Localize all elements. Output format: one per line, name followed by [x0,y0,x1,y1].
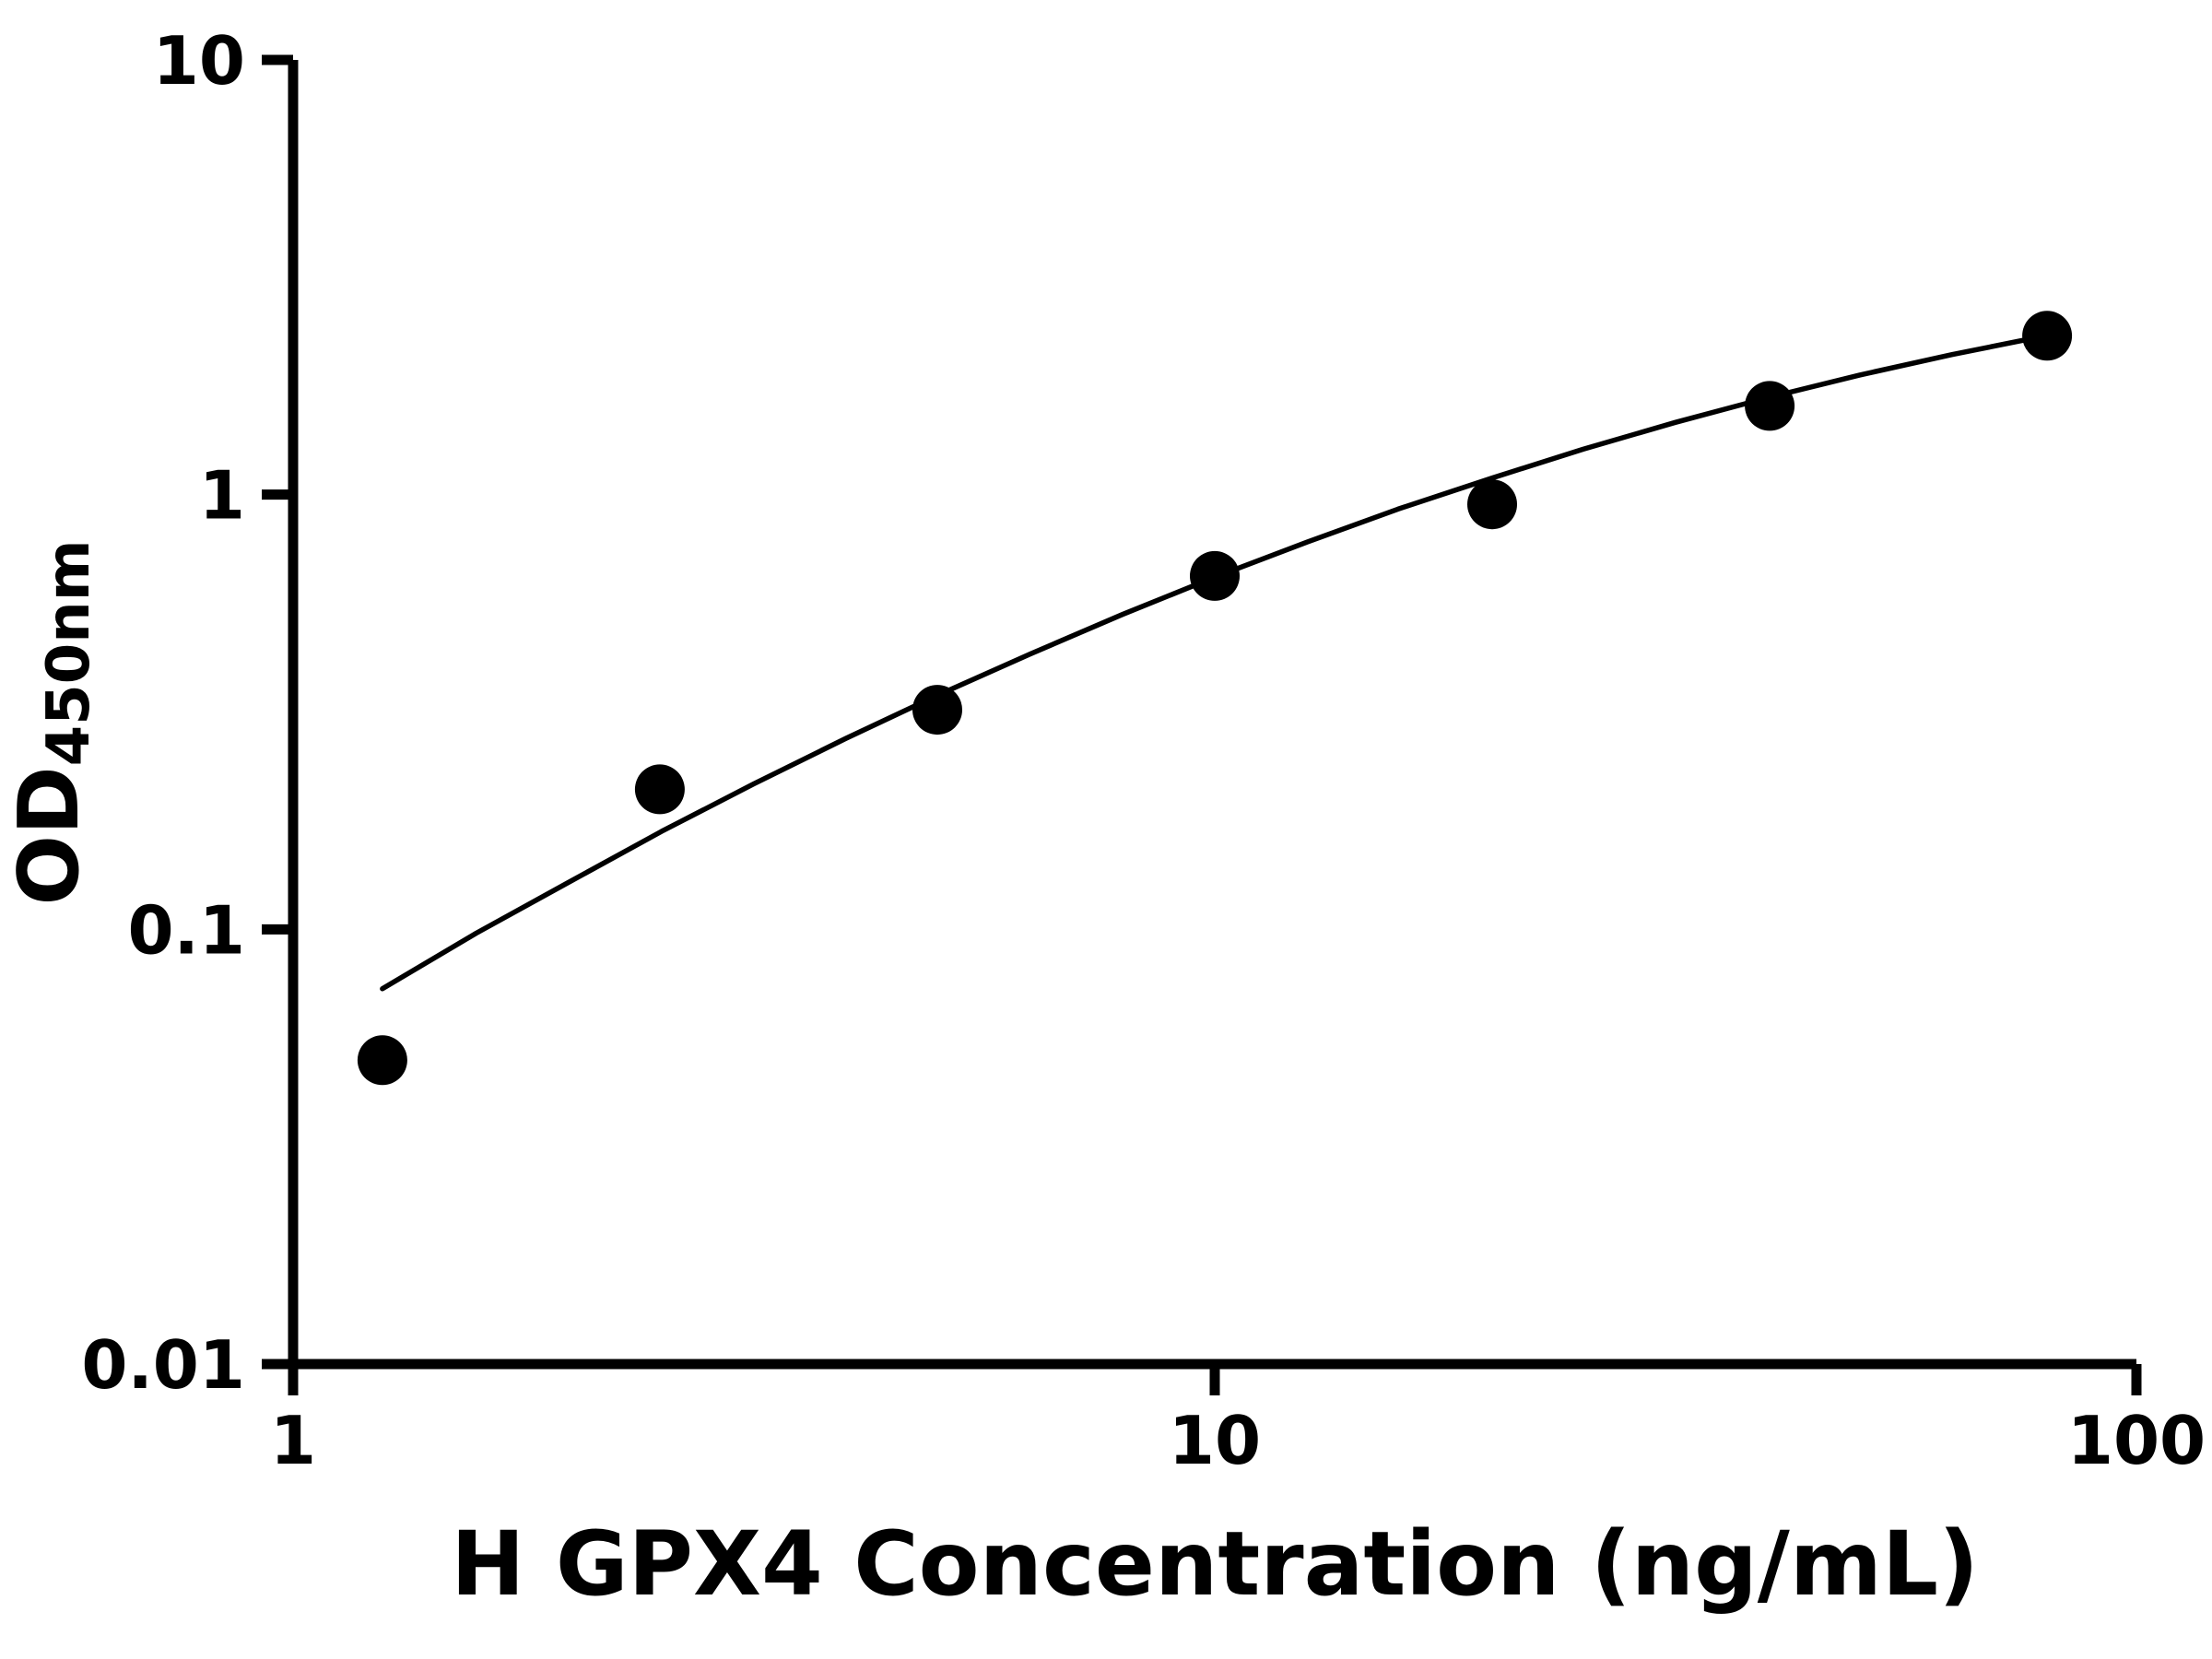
data-point [634,764,685,815]
y-axis-title-subscript: 450nm [35,539,103,766]
y-tick-label: 1 [199,457,245,535]
data-point [1190,550,1240,601]
y-tick-label: 0.01 [81,1326,245,1404]
data-point [1745,381,1795,431]
data-point [1467,479,1517,530]
x-tick-label: 1 [270,1402,316,1479]
y-tick-label: 10 [153,22,245,100]
axis-spines [288,60,2136,1370]
data-point [357,1035,407,1086]
data-point [2022,311,2073,361]
x-axis-title: H GPX4 Concentration (ng/mL) [451,1512,1979,1616]
y-tick-label: 0.1 [127,891,245,969]
data-point [912,685,962,735]
y-axis-title-main: OD [1,766,98,905]
y-axis-title: OD450nm [1,539,103,905]
plot-area: 0.01 0.1 1 10 1 10 100 [81,22,2206,1479]
fit-curve [380,333,2050,992]
x-tick-label: 10 [1169,1402,1261,1479]
x-tick-label: 100 [2067,1402,2206,1479]
